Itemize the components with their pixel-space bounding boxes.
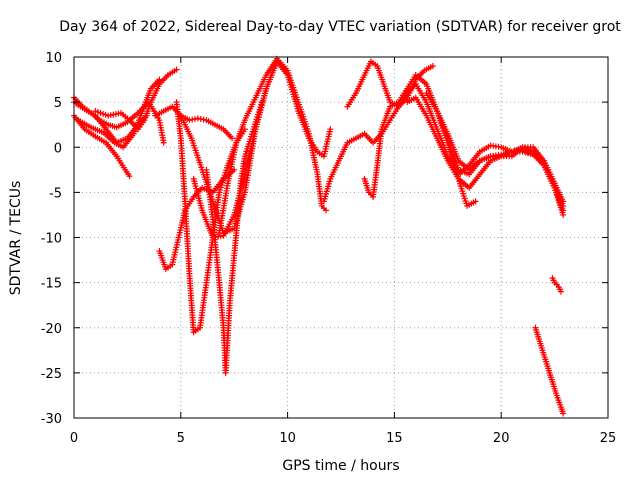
series-arc-21 (532, 324, 567, 417)
data-point (472, 198, 479, 205)
y-tick-label: 5 (54, 96, 62, 111)
x-tick-label: 5 (177, 431, 185, 446)
data-point (229, 135, 236, 142)
series-arc-19 (434, 108, 567, 218)
y-tick-label: -30 (41, 412, 62, 427)
data-point (503, 150, 510, 157)
data-point (189, 116, 196, 123)
chart-title: Day 364 of 2022, Sidereal Day-to-day VTE… (59, 19, 621, 35)
data-point (160, 139, 167, 146)
series-arc-12 (216, 55, 330, 236)
data-point (558, 288, 565, 295)
data-point (186, 117, 193, 124)
x-tick-label: 20 (493, 431, 510, 446)
data-point (197, 115, 204, 122)
x-tick-label: 0 (70, 431, 78, 446)
grid-lines (74, 57, 608, 418)
series-arc-17 (412, 81, 567, 205)
series-arc-7 (152, 103, 236, 142)
data-point (500, 150, 507, 157)
x-tick-label: 15 (386, 431, 403, 446)
y-tick-label: -5 (49, 186, 62, 201)
series-arc-16 (404, 94, 567, 214)
series-arc-9 (177, 58, 280, 236)
data-point (524, 150, 531, 157)
data-point (194, 115, 201, 122)
data-point (429, 63, 436, 70)
data-point (327, 126, 334, 133)
data-series-layer (71, 55, 567, 417)
data-point (506, 149, 513, 156)
series-arc-4 (75, 76, 163, 151)
data-point (498, 151, 505, 158)
y-axis-title: SDTVAR / TECUs (8, 181, 24, 296)
y-tick-label: -25 (41, 367, 62, 382)
x-tick-label: 25 (600, 431, 617, 446)
series-arc-5 (92, 66, 180, 133)
y-tick-label: -20 (41, 322, 62, 337)
data-point (323, 207, 330, 214)
x-axis-title: GPS time / hours (282, 458, 399, 474)
data-point (126, 173, 133, 180)
series-arc-20 (549, 275, 565, 295)
data-point (173, 66, 180, 73)
data-point (560, 211, 567, 218)
data-point (200, 116, 207, 123)
data-point (192, 115, 199, 122)
y-tick-label: 10 (45, 51, 62, 66)
x-tick-label: 10 (279, 431, 296, 446)
y-tick-label: -15 (41, 277, 62, 292)
y-tick-label: 0 (54, 141, 62, 156)
data-point (560, 410, 567, 417)
data-point (231, 166, 238, 173)
y-tick-label: -10 (41, 232, 62, 247)
axis-ticks: 0 5 10 15 20 25 10 5 0 -5 -10 -15 -20 -25 -30 (41, 51, 617, 446)
